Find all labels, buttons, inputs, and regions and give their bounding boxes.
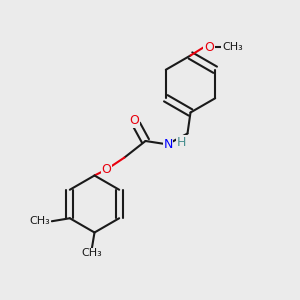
Text: CH₃: CH₃ xyxy=(81,248,102,259)
Text: O: O xyxy=(129,114,139,128)
Text: CH₃: CH₃ xyxy=(30,216,50,226)
Text: H: H xyxy=(177,136,186,149)
Text: O: O xyxy=(102,163,111,176)
Text: CH₃: CH₃ xyxy=(222,42,243,52)
Text: N: N xyxy=(163,137,173,151)
Text: O: O xyxy=(204,40,214,54)
